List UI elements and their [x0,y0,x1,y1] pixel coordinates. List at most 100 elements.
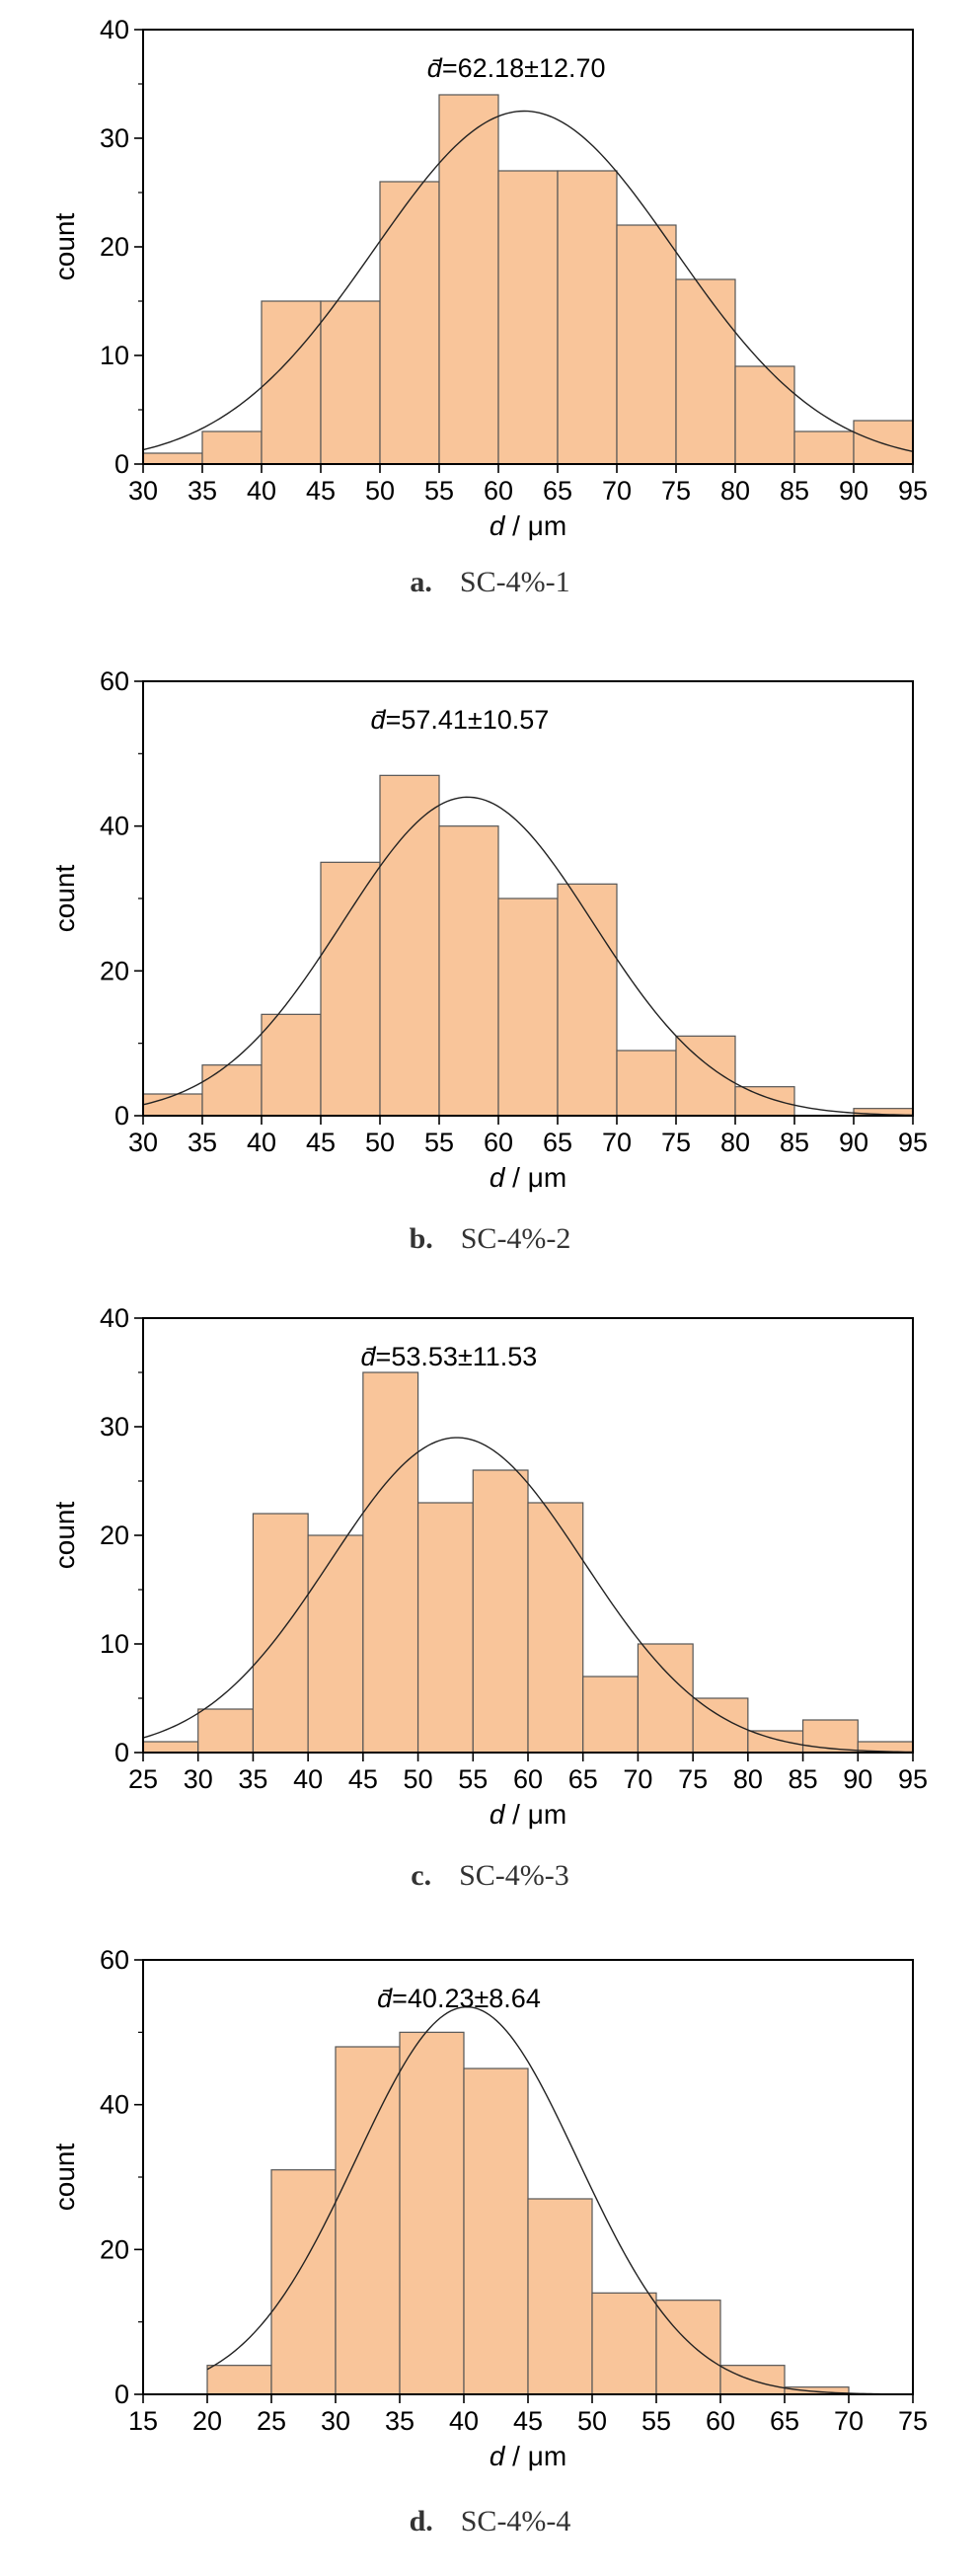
caption-letter: c. [411,1859,432,1892]
x-tick-label: 25 [257,2406,286,2436]
y-axis: 0 10 20 30 40 [100,1303,143,1767]
x-tick-label: 45 [513,2406,543,2436]
histogram-bar [675,1035,736,1117]
chart-panel-d: 15 20 25 30 35 40 45 50 55 60 65 70 75 0 20 40 60 d / μm c… [0,1930,980,2576]
histogram-bar [335,2046,401,2395]
y-tick-label: 40 [100,15,129,44]
x-tick-label: 55 [641,2406,671,2436]
histogram-bar [270,2169,337,2395]
x-tick-label: 70 [623,1764,652,1794]
caption-title: SC-4%-4 [460,2505,571,2537]
mean-sd-annotation: d̄=40.23±8.64 [377,1984,541,2013]
histogram-bar [497,170,559,465]
x-tick-label: 45 [348,1764,378,1794]
x-tick-label: 95 [898,476,928,506]
caption-title: SC-4%-2 [460,1222,571,1255]
x-tick-label: 75 [678,1764,708,1794]
x-axis: 15 20 25 30 35 40 45 50 55 60 65 70 75 [128,2394,928,2436]
histogram-bar [197,1708,255,1754]
histogram-bar [747,1730,804,1754]
histogram-bar [527,1502,584,1754]
x-tick-label: 85 [780,476,809,506]
mean-sd-annotation: d̄=53.53±11.53 [361,1342,538,1371]
bar-group [142,1371,914,1754]
histogram-bar [438,825,499,1117]
chart-panel-c: 25 30 35 40 45 50 55 60 65 70 75 80 85 90 95 0 10 20 30 40 d… [0,1288,980,1930]
histogram-bar [201,1064,263,1117]
y-axis-title: count [49,1502,80,1570]
histogram-bar [142,1741,199,1754]
caption-title: SC-4%-3 [459,1859,569,1892]
x-axis-title: d / μm [490,510,566,541]
y-tick-label: 40 [100,1303,129,1333]
histogram-chart-b: 30 35 40 45 50 55 60 65 70 75 80 85 90 95 0 20 40 60 d / μ… [49,666,928,1193]
histogram-bar [142,452,203,465]
histogram-bar [206,2365,272,2395]
x-tick-label: 30 [128,1128,158,1157]
histogram-bar [379,181,440,465]
x-tick-label: 35 [238,1764,267,1794]
bar-group [206,2031,850,2395]
bar-group [142,774,914,1117]
y-tick-label: 10 [100,341,129,370]
histogram-bar [320,300,381,465]
chart-caption-c: c. SC-4%-3 [0,1859,980,1893]
caption-title: SC-4%-1 [459,566,570,598]
x-tick-label: 40 [247,476,276,506]
x-tick-label: 30 [128,476,158,506]
x-tick-label: 65 [568,1764,598,1794]
x-tick-label: 60 [484,476,513,506]
histogram-bar [362,1371,419,1754]
x-tick-label: 55 [458,1764,488,1794]
chart-panel-b: 30 35 40 45 50 55 60 65 70 75 80 85 90 95 0 20 40 60 d / μ… [0,652,980,1288]
x-tick-label: 80 [733,1764,763,1794]
x-tick-label: 60 [484,1128,513,1157]
x-tick-label: 20 [192,2406,222,2436]
histogram-bar [734,1086,795,1117]
normal-fit-curve [142,110,914,453]
histogram-chart-c: 25 30 35 40 45 50 55 60 65 70 75 80 85 90 95 0 10 20 30 40 d… [49,1303,928,1830]
y-axis: 0 20 40 60 [100,666,143,1131]
y-tick-label: 0 [114,1738,129,1767]
x-tick-label: 90 [843,1764,872,1794]
y-tick-label: 0 [114,449,129,479]
histogram-chart-d: 15 20 25 30 35 40 45 50 55 60 65 70 75 0 20 40 60 d / μm c… [49,1945,928,2471]
y-tick-label: 10 [100,1629,129,1659]
histogram-bar [399,2031,465,2395]
histogram-bar [497,898,559,1117]
x-tick-label: 70 [602,476,632,506]
x-tick-label: 80 [720,1128,750,1157]
histogram-chart-a: 30 35 40 45 50 55 60 65 70 75 80 85 90 95 0 10 20 30 40 d /… [49,15,928,541]
histogram-bar [320,861,381,1117]
y-tick-label: 40 [100,2090,129,2120]
x-tick-label: 40 [293,1764,323,1794]
x-tick-label: 35 [188,1128,217,1157]
y-tick-label: 30 [100,123,129,153]
chart-caption-a: a. SC-4%-1 [0,566,980,599]
normal-fit-curve [142,796,914,1117]
histogram-bar [734,365,795,465]
x-tick-label: 25 [128,1764,158,1794]
caption-letter: a. [410,566,432,598]
histogram-bar [379,774,440,1117]
x-tick-label: 15 [128,2406,158,2436]
x-tick-label: 70 [834,2406,864,2436]
histogram-bar [261,1013,322,1117]
normal-fit-curve [142,1437,914,1754]
histogram-bar [557,883,618,1117]
x-axis-title: d / μm [490,1799,566,1830]
histogram-bar [582,1676,640,1754]
x-tick-label: 50 [365,1128,395,1157]
y-tick-label: 60 [100,1945,129,1975]
x-tick-label: 55 [424,476,454,506]
x-tick-label: 40 [449,2406,479,2436]
x-axis: 25 30 35 40 45 50 55 60 65 70 75 80 85 90 95 [128,1753,928,1794]
y-tick-label: 20 [100,1521,129,1550]
y-tick-label: 20 [100,956,129,985]
histogram-bar [142,1093,203,1117]
x-tick-label: 65 [543,476,572,506]
chart-panel-a: 30 35 40 45 50 55 60 65 70 75 80 85 90 95 0 10 20 30 40 d /… [0,0,980,652]
x-tick-label: 35 [188,476,217,506]
mean-sd-annotation: d̄=57.41±10.57 [371,705,550,735]
histogram-bar [637,1643,694,1754]
